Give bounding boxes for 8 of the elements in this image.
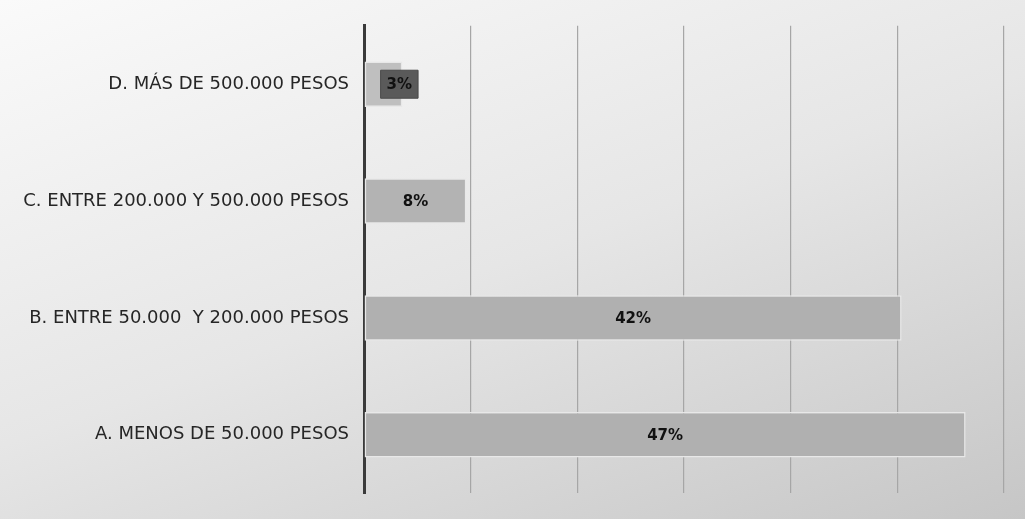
- data-label: 42%: [615, 308, 652, 327]
- data-label: 3%: [386, 75, 413, 94]
- y-tick-label: B. ENTRE 50.000 Y 200.000 PESOS: [29, 305, 349, 327]
- data-label: 8%: [402, 191, 429, 210]
- data-label: 47%: [647, 425, 684, 444]
- y-tick-label: D. MÁS DE 500.000 PESOS: [108, 71, 349, 93]
- y-tick-label: C. ENTRE 200.000 Y 500.000 PESOS: [23, 188, 349, 210]
- y-tick-label: A. MENOS DE 50.000 PESOS: [94, 422, 349, 444]
